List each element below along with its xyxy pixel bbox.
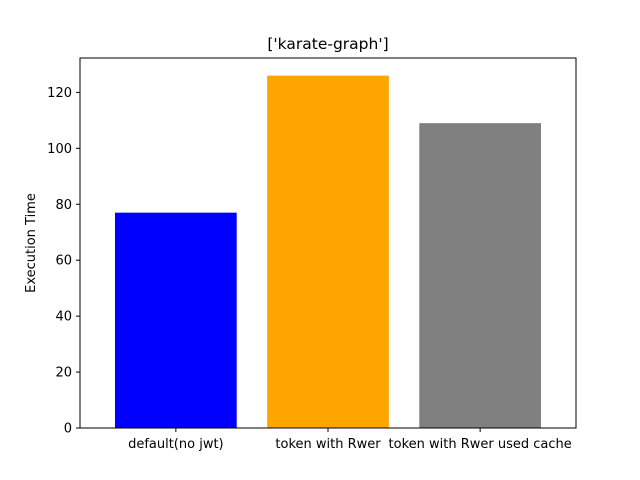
y-tick-label-0: 0 bbox=[64, 422, 72, 437]
x-tick-label-0: default(no jwt) bbox=[128, 437, 224, 452]
x-axis: default(no jwt) token with Rwer token with… bbox=[128, 428, 572, 452]
chart-title: ['karate-graph'] bbox=[267, 35, 388, 53]
y-tick-label-1: 20 bbox=[55, 366, 72, 381]
y-tick-label-2: 40 bbox=[55, 310, 72, 325]
bars-layer bbox=[114, 75, 542, 428]
bar-2 bbox=[419, 123, 542, 428]
bar-0 bbox=[114, 212, 237, 428]
bar-1 bbox=[267, 75, 389, 428]
x-tick-label-1: token with Rwer bbox=[275, 437, 381, 452]
y-tick-label-3: 60 bbox=[55, 254, 72, 269]
y-tick-label-6: 120 bbox=[47, 86, 72, 101]
y-tick-label-5: 100 bbox=[47, 142, 72, 157]
y-tick-label-4: 80 bbox=[55, 198, 72, 213]
x-tick-label-2: token with Rwer used cache bbox=[389, 437, 572, 452]
y-axis-label: Execution Time bbox=[24, 193, 39, 293]
y-axis: 0 20 40 60 80 100 120 bbox=[47, 86, 80, 437]
